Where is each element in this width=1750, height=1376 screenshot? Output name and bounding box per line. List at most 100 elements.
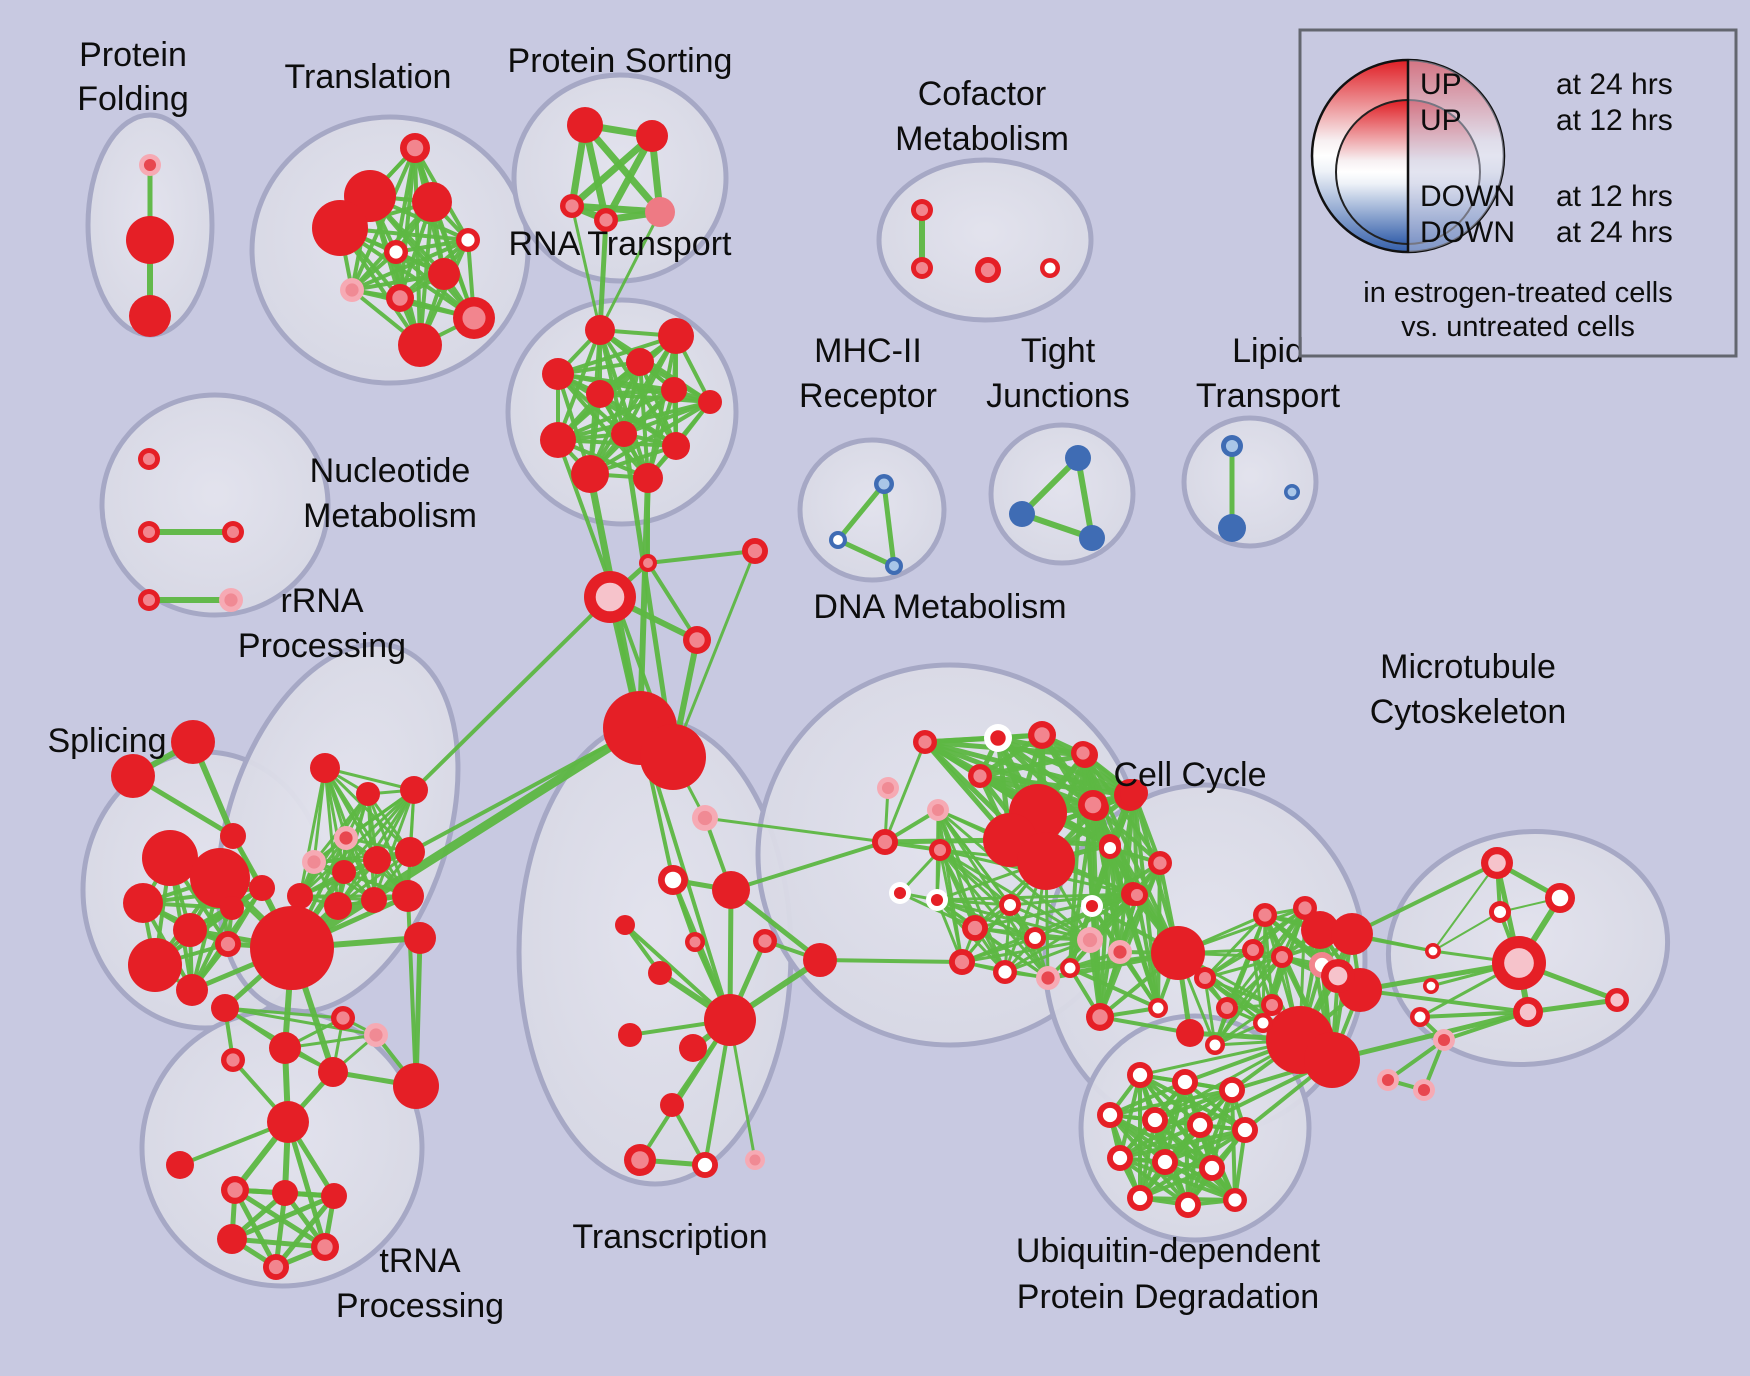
cluster-label-rrna-processing-line1: rRNA (280, 582, 363, 620)
edge-cc14-cc24 (1213, 955, 1284, 1047)
node-pf2-outer (126, 216, 174, 264)
node-d14-inner (967, 920, 983, 936)
legend: UP at 24 hrs UP at 12 hrs DOWN at 12 hrs… (1298, 28, 1738, 358)
cluster-bubble-protein-sorting (511, 72, 729, 284)
node-pf1-inner (143, 158, 157, 172)
node-u6-inner (1192, 1117, 1208, 1133)
node-cm3-inner (980, 262, 996, 278)
edge-trhub-h5 (285, 1119, 328, 1250)
node-h3-outer (321, 1183, 347, 1209)
edge-u8-u13 (1118, 1156, 1237, 1202)
cluster-label-lipid-transport-line1: Lipid (1232, 332, 1304, 370)
node-r5 (302, 850, 326, 874)
node-d14 (962, 915, 988, 941)
node-cm4-inner (1044, 262, 1056, 274)
node-u8 (1107, 1145, 1133, 1171)
node-t6 (384, 240, 408, 264)
node-s4 (173, 913, 207, 947)
node-n3-inner (226, 525, 240, 539)
node-u1 (1127, 1062, 1153, 1088)
node-d18-inner (893, 886, 907, 900)
node-br1 (872, 829, 898, 855)
edge-u3-u5 (1153, 1088, 1234, 1122)
node-c3 (584, 571, 636, 623)
node-u5 (1142, 1107, 1168, 1133)
node-t11 (398, 323, 442, 367)
edge-cc18-mt8 (1358, 988, 1530, 1014)
edge-cc17-mt1 (1350, 861, 1499, 936)
node-n1-inner (142, 452, 156, 466)
cluster-bubble-nucleotide-metabolism (99, 392, 331, 618)
node-cc27 (1148, 998, 1168, 1018)
node-u6 (1187, 1112, 1213, 1138)
node-ps5-outer (645, 197, 675, 227)
node-tx10-outer (679, 1034, 707, 1062)
node-tr3-outer (220, 823, 246, 849)
node-d16 (1077, 927, 1103, 953)
node-pf1 (139, 154, 161, 176)
node-s8-outer (220, 896, 244, 920)
node-mt5 (1492, 936, 1546, 990)
node-d15-inner (1028, 931, 1042, 945)
node-n4-inner (142, 593, 156, 607)
node-rrhub-outer (250, 906, 334, 990)
node-cc23 (1216, 997, 1238, 1019)
edge-h3-h4 (229, 1193, 337, 1242)
node-h3 (321, 1183, 347, 1209)
node-c2-inner (747, 543, 763, 559)
node-s2-outer (190, 848, 250, 908)
node-u12-inner (1180, 1197, 1196, 1213)
node-r4-inner (339, 831, 353, 845)
edge-cc6-cc8 (1068, 893, 1139, 970)
node-n2 (138, 521, 160, 543)
edge-r1-r9 (298, 766, 327, 898)
node-m3-inner (889, 561, 899, 571)
edge-r1-r6 (323, 766, 346, 874)
node-s1-outer (142, 830, 198, 886)
node-rt3-outer (542, 358, 574, 390)
node-mt8 (1513, 997, 1543, 1027)
edge-rt2-rt3 (556, 334, 678, 376)
edge-d15-d8 (938, 848, 1037, 940)
edge-m2-m3 (835, 537, 897, 569)
cluster-bubble-trna-processing (139, 1007, 425, 1289)
node-cc12-inner (1298, 901, 1312, 915)
node-rt12-outer (633, 463, 663, 493)
node-cc24 (1205, 1035, 1225, 1055)
node-tr2-outer (111, 754, 155, 798)
node-r10-outer (324, 892, 352, 920)
node-mt9 (1605, 988, 1629, 1012)
cluster-label-nucleotide-metabolism-line2: Metabolism (303, 497, 477, 535)
edge-c3-r3 (412, 595, 612, 792)
node-mt2 (1545, 883, 1575, 913)
node-u3-inner (1224, 1082, 1240, 1098)
node-ps5 (645, 197, 675, 227)
node-s6 (215, 931, 241, 957)
node-tx3 (712, 871, 750, 909)
node-d18 (889, 882, 911, 904)
node-cc1 (1078, 790, 1108, 820)
node-mt10 (1433, 1029, 1455, 1051)
edge-hub1-r8 (408, 726, 642, 854)
node-h1-inner (227, 1182, 243, 1198)
node-t7 (428, 258, 460, 290)
cluster-bubble-tight-junctions (988, 422, 1136, 566)
node-tx2 (658, 865, 688, 895)
node-tx11 (618, 1023, 642, 1047)
node-tx5 (753, 929, 777, 953)
node-cc2 (1120, 779, 1148, 807)
node-d2 (1028, 721, 1056, 749)
node-c1-inner (643, 558, 653, 568)
edge-u3-u4 (1108, 1088, 1234, 1117)
node-tr1-outer (171, 720, 215, 764)
node-u11-inner (1132, 1190, 1148, 1206)
node-k4-outer (318, 1057, 348, 1087)
node-cc8 (1060, 958, 1080, 978)
node-tx12 (660, 1093, 684, 1117)
node-tj2 (1009, 501, 1035, 527)
node-k3 (269, 1032, 301, 1064)
cluster-label-dna-metabolism: DNA Metabolism (813, 588, 1066, 626)
edge-h3-h6 (273, 1193, 337, 1270)
node-k7 (393, 1063, 439, 1109)
